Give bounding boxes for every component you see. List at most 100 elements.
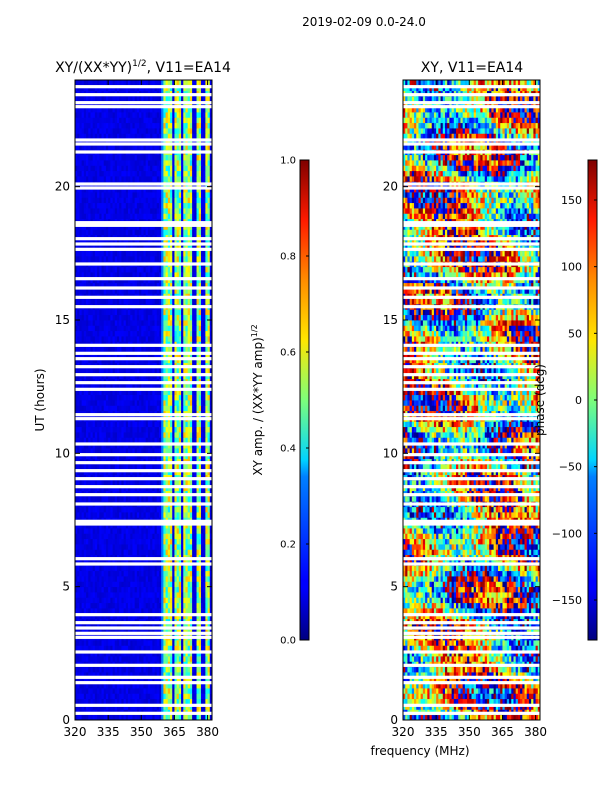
data-gap-row bbox=[403, 469, 540, 473]
x-tick-label: 380 bbox=[196, 725, 219, 739]
data-gap-row bbox=[75, 142, 212, 146]
data-gap-row bbox=[403, 237, 540, 241]
x-tick-label: 335 bbox=[97, 725, 120, 739]
data-gap-row bbox=[75, 242, 212, 246]
y-tick-label: 10 bbox=[55, 446, 70, 460]
data-gap-row bbox=[75, 469, 212, 473]
right-axis-ticks: 320 335 350 365 380 0 5 10 15 20 bbox=[383, 80, 547, 739]
left-amplitude-heatmap bbox=[75, 80, 213, 721]
data-gap-row bbox=[403, 242, 540, 246]
y-tick-label: 0 bbox=[390, 713, 398, 727]
data-gap-row bbox=[403, 626, 540, 630]
phase-colorbar-tick-label: −50 bbox=[559, 461, 582, 474]
data-gap-row bbox=[75, 150, 212, 154]
data-gap-row bbox=[403, 305, 540, 309]
data-gap-row bbox=[75, 442, 212, 446]
data-gap-row bbox=[403, 182, 540, 186]
data-gap-row bbox=[403, 142, 540, 146]
data-gap-row bbox=[75, 663, 212, 667]
right-phase-heatmap bbox=[403, 80, 541, 721]
data-gap-row bbox=[403, 453, 540, 457]
data-gap-row bbox=[75, 675, 212, 679]
amp-colorbar-tick-label: 0.0 bbox=[280, 636, 296, 647]
data-gap-row bbox=[403, 286, 540, 290]
data-gap-row bbox=[75, 613, 212, 617]
data-gap-row bbox=[403, 186, 540, 190]
x-tick-label: 320 bbox=[64, 725, 87, 739]
y-tick-label: 15 bbox=[383, 313, 398, 327]
data-gap-row bbox=[75, 277, 212, 281]
data-gap-row bbox=[75, 681, 212, 685]
data-gap-row bbox=[75, 502, 212, 506]
data-gap-row bbox=[75, 631, 212, 635]
amp-colorbar-tick-label: 0.4 bbox=[280, 444, 296, 455]
x-tick-label: 350 bbox=[130, 725, 153, 739]
data-gap-row bbox=[403, 635, 540, 639]
data-gap-row bbox=[75, 237, 212, 241]
phase-colorbar-tick-label: 0 bbox=[575, 394, 582, 407]
data-gap-row bbox=[75, 519, 212, 523]
amp-colorbar-tick-label: 0.8 bbox=[280, 252, 296, 263]
data-gap-row bbox=[403, 105, 540, 109]
data-gap-row bbox=[403, 485, 540, 489]
y-tick-label: 0 bbox=[62, 713, 70, 727]
data-gap-row bbox=[403, 477, 540, 481]
data-gap-row bbox=[403, 295, 540, 299]
data-gap-row bbox=[403, 101, 540, 105]
data-gap-row bbox=[403, 365, 540, 369]
phase-colorbar-label: phase (deg) bbox=[533, 364, 547, 436]
data-gap-row bbox=[75, 138, 212, 142]
amp-colorbar-tick-label: 0.2 bbox=[280, 540, 296, 551]
data-gap-row bbox=[75, 305, 212, 309]
data-gap-row bbox=[75, 453, 212, 457]
phase-colorbar-tick-label: −150 bbox=[552, 594, 582, 607]
data-gap-row bbox=[75, 703, 212, 707]
phase-colorbar-tick-label: 50 bbox=[568, 327, 582, 340]
data-gap-row bbox=[403, 417, 540, 421]
amplitude-colorbar-ticks: 0.0 0.2 0.4 0.6 0.8 1.0 bbox=[280, 156, 309, 647]
data-gap-row bbox=[403, 381, 540, 385]
y-tick-label: 10 bbox=[383, 446, 398, 460]
data-gap-row bbox=[403, 493, 540, 497]
data-gap-row bbox=[403, 277, 540, 281]
amp-cb-label-exp: 1/2 bbox=[250, 324, 259, 337]
left-panel-title: XY/(XX*YY)1/2, V11=EA14 bbox=[55, 59, 231, 76]
data-gap-row bbox=[75, 343, 212, 347]
x-tick-label: 365 bbox=[491, 725, 514, 739]
data-gap-row bbox=[403, 522, 540, 526]
data-gap-row bbox=[75, 262, 212, 266]
figure-suptitle: 2019-02-09 0.0-24.0 bbox=[302, 15, 426, 29]
data-gap-row bbox=[403, 703, 540, 707]
y-tick-label: 20 bbox=[55, 180, 70, 194]
data-gap-row bbox=[75, 365, 212, 369]
amp-cb-label-main: XY amp. / (XX*YY amp) bbox=[251, 337, 265, 475]
data-gap-row bbox=[403, 502, 540, 506]
data-gap-row bbox=[75, 182, 212, 186]
data-gap-row bbox=[403, 650, 540, 654]
data-gap-row bbox=[403, 413, 540, 417]
data-gap-row bbox=[75, 522, 212, 526]
phase-colorbar-tick-label: −100 bbox=[552, 527, 582, 540]
data-gap-row bbox=[75, 247, 212, 251]
data-gap-row bbox=[75, 223, 212, 227]
x-tick-label: 365 bbox=[163, 725, 186, 739]
data-gap-row bbox=[75, 485, 212, 489]
data-gap-row bbox=[403, 675, 540, 679]
data-gap-row bbox=[75, 101, 212, 105]
phase-colorbar-tick-label: 150 bbox=[561, 194, 582, 207]
shared-x-axis-label: frequency (MHz) bbox=[370, 744, 469, 758]
amp-colorbar-tick-label: 0.6 bbox=[280, 348, 296, 359]
data-gap-row bbox=[403, 442, 540, 446]
data-gap-row bbox=[75, 562, 212, 566]
data-gap-row bbox=[75, 621, 212, 625]
data-gap-row bbox=[75, 461, 212, 465]
data-gap-row bbox=[75, 351, 212, 355]
data-gap-row bbox=[403, 613, 540, 617]
data-gap-row bbox=[75, 626, 212, 630]
amp-colorbar-tick-label: 1.0 bbox=[280, 156, 296, 167]
data-gap-row bbox=[75, 381, 212, 385]
data-gap-row bbox=[403, 85, 540, 89]
data-gap-row bbox=[403, 631, 540, 635]
data-gap-row bbox=[75, 493, 212, 497]
right-panel-title: XY, V11=EA14 bbox=[421, 60, 523, 76]
